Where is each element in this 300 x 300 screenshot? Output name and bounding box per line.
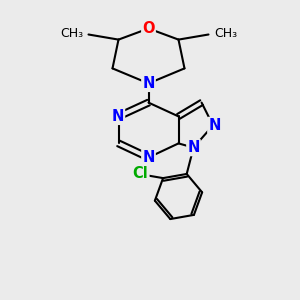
Text: CH₃: CH₃ [214,27,237,40]
Text: CH₃: CH₃ [60,27,83,40]
Text: N: N [142,150,155,165]
Text: N: N [112,109,124,124]
Text: N: N [208,118,221,133]
Text: N: N [142,76,155,91]
Text: N: N [187,140,200,155]
Text: O: O [142,21,155,36]
Text: Cl: Cl [133,166,148,181]
